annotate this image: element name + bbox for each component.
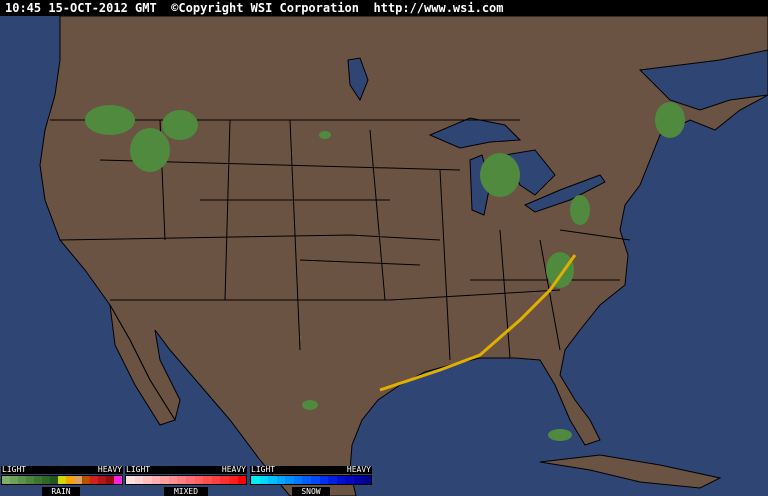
color-swatch [2,476,10,484]
color-swatch [328,476,337,484]
rain-legend: LIGHT HEAVY RAIN [1,465,123,496]
snow-label: SNOW [292,487,330,496]
color-swatch [345,476,354,484]
gulf-of-st-lawrence [638,49,768,111]
snow-legend: LIGHT HEAVY SNOW [250,465,372,496]
baja-california [109,304,176,426]
color-swatch [114,476,122,484]
color-swatch [98,476,106,484]
color-swatch [168,476,178,484]
color-swatch [74,476,82,484]
color-swatch [26,476,34,484]
snow-heavy-label: HEAVY [346,465,371,474]
color-swatch [293,476,303,484]
color-swatch [10,476,18,484]
color-swatch [90,476,98,484]
color-swatch [336,476,346,484]
lake-erie-ontario [523,174,606,213]
color-swatch [66,476,74,484]
color-swatch [237,476,247,484]
snow-color-scale [250,475,372,485]
snow-light-label: LIGHT [251,465,276,474]
radar-map [0,16,768,496]
color-swatch [160,476,169,484]
color-swatch [319,476,329,484]
mixed-label: MIXED [164,487,208,496]
color-swatch [311,476,320,484]
color-swatch [220,476,229,484]
rain-heavy-label: HEAVY [97,465,122,474]
color-swatch [126,476,135,484]
color-swatch [353,476,363,484]
timestamp-copyright-bar: 10:45 15-OCT-2012 GMT ©Copyright WSI Cor… [0,0,768,16]
rain-light-label: LIGHT [2,465,27,474]
color-swatch [50,476,58,484]
color-swatch [211,476,221,484]
color-swatch [42,476,50,484]
lake-superior [428,117,522,149]
mixed-heavy-label: HEAVY [221,465,246,474]
precipitation-echoes [85,102,685,441]
mixed-light-label: LIGHT [126,465,151,474]
color-swatch [58,476,66,484]
color-swatch [82,476,90,484]
color-swatch [302,476,312,484]
color-swatch [228,476,238,484]
color-swatch [143,476,152,484]
color-swatch [268,476,277,484]
color-swatch [151,476,161,484]
rain-color-scale [1,475,123,485]
color-swatch [259,476,269,484]
color-swatch [177,476,187,484]
color-swatch [194,476,204,484]
state-borders [50,119,631,361]
color-swatch [186,476,195,484]
mixed-color-scale [125,475,247,485]
color-swatch [251,476,260,484]
color-swatch [18,476,26,484]
color-swatch [362,476,372,484]
color-swatch [285,476,294,484]
heavy-echo-band [379,254,577,392]
color-swatch [34,476,42,484]
color-swatch [134,476,144,484]
cuba [539,454,722,489]
lake-winnipeg [347,57,369,102]
color-swatch [203,476,212,484]
mixed-legend: LIGHT HEAVY MIXED [125,465,247,496]
color-swatch [276,476,286,484]
color-swatch [106,476,114,484]
rain-label: RAIN [42,487,80,496]
